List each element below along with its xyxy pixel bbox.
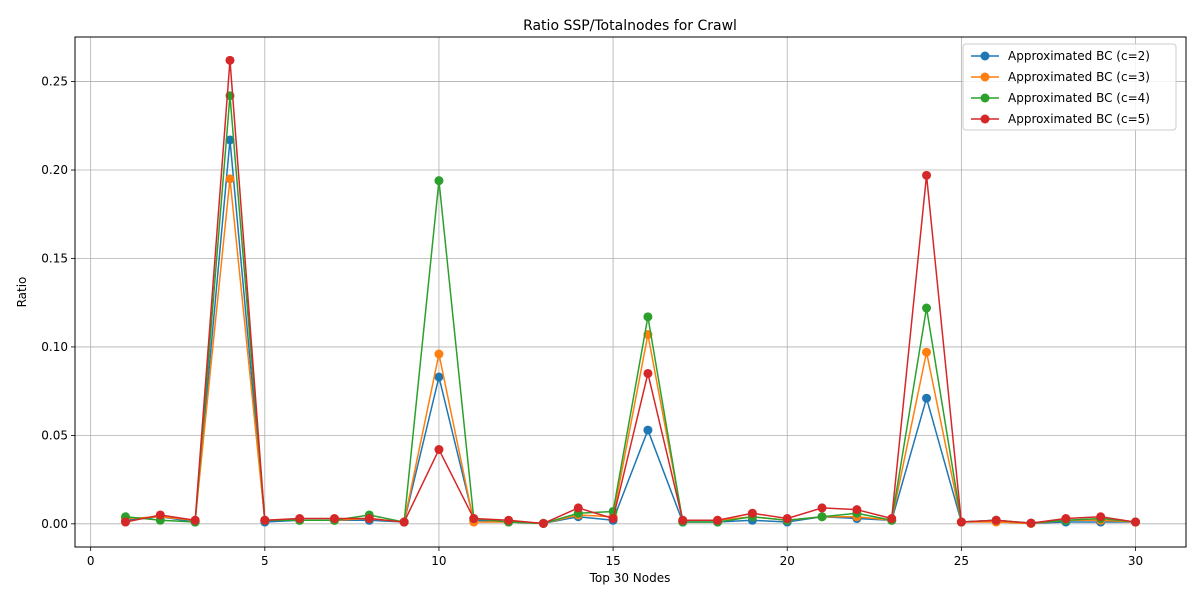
data-point (434, 176, 444, 186)
legend: Approximated BC (c=2) Approximated BC (c=… (962, 43, 1177, 131)
data-point (434, 445, 444, 455)
data-point (643, 368, 653, 378)
data-point (643, 312, 653, 322)
y-tick-label: 0.15 (41, 251, 68, 265)
data-point (887, 514, 897, 524)
legend-item: Approximated BC (c=2) (971, 49, 1150, 63)
data-point (922, 393, 932, 403)
data-point (643, 425, 653, 435)
y-axis-label: Ratio (15, 277, 29, 308)
x-tick-label: 30 (1128, 554, 1143, 568)
data-point (922, 347, 932, 357)
chart-title: Ratio SSP/Totalnodes for Crawl (523, 18, 737, 34)
data-point (1026, 518, 1036, 528)
legend-item: Approximated BC (c=3) (971, 70, 1150, 84)
data-point (399, 517, 409, 527)
data-point (678, 515, 688, 525)
data-point (295, 514, 305, 524)
series-c5 (121, 55, 1140, 528)
data-point (922, 170, 932, 180)
legend-item: Approximated BC (c=4) (971, 91, 1150, 105)
plot-frame (74, 36, 1187, 548)
y-tick-label: 0.10 (41, 340, 68, 354)
legend-item: Approximated BC (c=5) (971, 112, 1150, 126)
legend-marker (980, 93, 990, 103)
legend-box (962, 43, 1177, 131)
data-point (991, 515, 1001, 525)
grid (75, 37, 1186, 547)
y-tick-label: 0.00 (41, 517, 68, 531)
legend-label: Approximated BC (c=2) (1008, 49, 1150, 63)
data-point (260, 515, 270, 525)
data-point (573, 503, 583, 513)
x-tick-label: 25 (954, 554, 969, 568)
x-axis-label: Top 30 Nodes (589, 571, 671, 585)
data-point (608, 514, 618, 524)
data-point (1061, 514, 1071, 524)
y-tick-label: 0.05 (41, 428, 68, 442)
data-point (817, 503, 827, 513)
legend-label: Approximated BC (c=3) (1008, 70, 1150, 84)
x-axis: 0 5 10 15 20 25 30 (87, 547, 1143, 568)
data-point (225, 55, 235, 65)
data-point (782, 514, 792, 524)
x-tick-label: 15 (605, 554, 620, 568)
x-tick-label: 0 (87, 554, 95, 568)
legend-marker (980, 114, 990, 124)
data-point (155, 510, 165, 520)
data-point (434, 372, 444, 382)
x-tick-label: 5 (261, 554, 269, 568)
data-point (225, 135, 235, 145)
data-point (1096, 512, 1106, 522)
data-point (225, 174, 235, 184)
series-layer (121, 55, 1140, 528)
data-point (190, 515, 200, 525)
data-point (817, 512, 827, 522)
legend-marker (980, 72, 990, 82)
data-point (956, 517, 966, 527)
data-point (1131, 517, 1140, 527)
series-line (125, 59, 1136, 525)
x-tick-label: 20 (780, 554, 795, 568)
data-point (922, 303, 932, 313)
x-tick-label: 10 (431, 554, 446, 568)
data-point (121, 517, 130, 527)
y-axis: 0.00 0.05 0.10 0.15 0.20 0.25 (41, 75, 75, 531)
data-point (852, 505, 862, 515)
legend-marker (980, 51, 990, 61)
data-point (364, 514, 374, 524)
data-point (713, 515, 723, 525)
data-point (469, 514, 479, 524)
data-point (329, 514, 339, 524)
data-point (747, 508, 757, 518)
y-tick-label: 0.25 (41, 75, 68, 89)
legend-label: Approximated BC (c=4) (1008, 91, 1150, 105)
legend-label: Approximated BC (c=5) (1008, 112, 1150, 126)
data-point (538, 518, 548, 528)
data-point (434, 349, 444, 359)
y-tick-label: 0.20 (41, 163, 68, 177)
data-point (504, 515, 514, 525)
